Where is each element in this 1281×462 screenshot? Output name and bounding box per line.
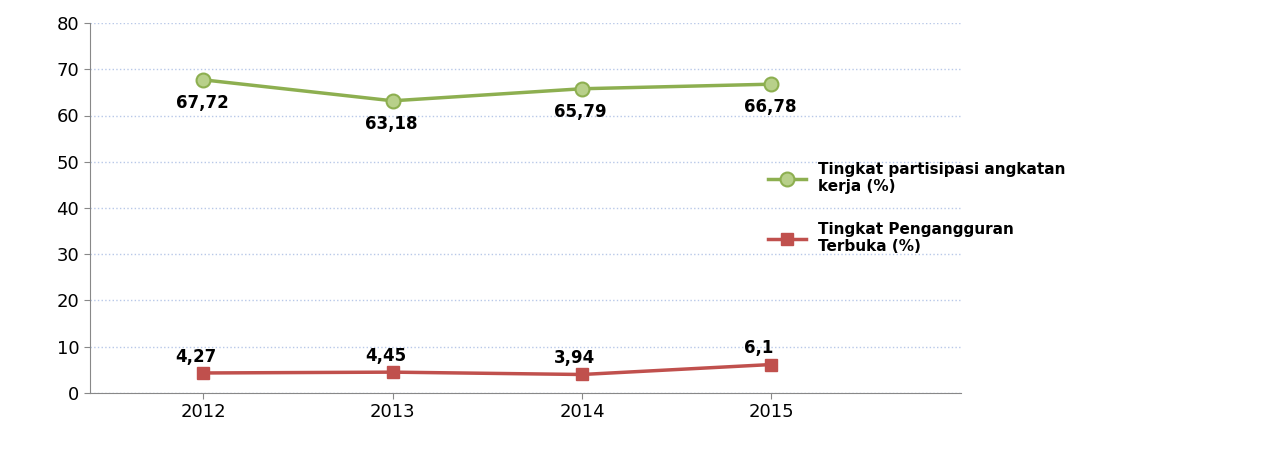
Text: 4,27: 4,27 [175, 348, 216, 366]
Text: 66,78: 66,78 [743, 98, 796, 116]
Line: Tingkat partisipasi angkatan
kerja (%): Tingkat partisipasi angkatan kerja (%) [196, 73, 779, 108]
Tingkat partisipasi angkatan
kerja (%) [196, 77, 211, 83]
Tingkat partisipasi angkatan
kerja (%) [386, 98, 401, 103]
Text: 65,79: 65,79 [555, 103, 607, 121]
Tingkat Pengangguran
Terbuka (%) [763, 362, 779, 367]
Text: 6,1: 6,1 [743, 340, 772, 358]
Tingkat partisipasi angkatan
kerja (%) [574, 86, 589, 91]
Legend: Tingkat partisipasi angkatan
kerja (%), Tingkat Pengangguran
Terbuka (%): Tingkat partisipasi angkatan kerja (%), … [769, 162, 1066, 254]
Text: 3,94: 3,94 [555, 349, 596, 367]
Text: 63,18: 63,18 [365, 115, 418, 133]
Tingkat Pengangguran
Terbuka (%) [196, 370, 211, 376]
Tingkat Pengangguran
Terbuka (%) [386, 370, 401, 375]
Line: Tingkat Pengangguran
Terbuka (%): Tingkat Pengangguran Terbuka (%) [197, 358, 778, 381]
Tingkat Pengangguran
Terbuka (%) [574, 372, 589, 377]
Text: 67,72: 67,72 [175, 94, 228, 112]
Text: 4,45: 4,45 [365, 347, 406, 365]
Tingkat partisipasi angkatan
kerja (%) [763, 81, 779, 87]
